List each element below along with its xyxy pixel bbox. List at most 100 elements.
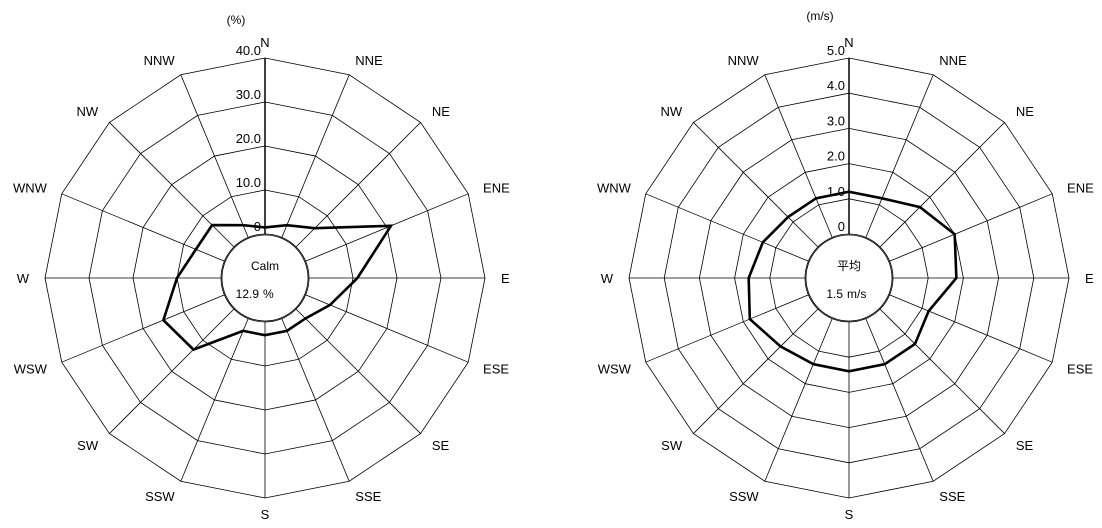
spoke-se [879,308,1005,434]
spoke-ese [305,294,469,363]
direction-label-wsw: WSW [598,361,632,376]
data-point-wnw [762,241,764,243]
direction-label-wsw: WSW [14,361,48,376]
spoke-sse [865,318,934,482]
direction-label-s: S [845,507,854,522]
direction-label-nw: NW [76,104,98,119]
data-point-nnw [815,197,817,199]
unit-label: (m/s) [806,9,833,23]
direction-label-sse: SSE [939,489,965,504]
spoke-ssw [764,318,833,482]
data-point-se [914,343,916,345]
spoke-nne [865,74,934,238]
spoke-sw [693,308,819,434]
direction-label-ese: ESE [483,361,509,376]
tick-label: 0 [838,219,845,234]
spoke-sw [109,308,235,434]
spoke-wnw [61,193,225,262]
tick-label: 4.0 [827,78,845,93]
center-unit: % [263,287,274,301]
spoke-ne [295,122,421,248]
spoke-ssw [180,318,249,482]
tick-label: 30.0 [236,87,261,102]
center-circle-top [221,234,309,322]
data-point-ese [329,304,331,306]
center-title: Calm [251,259,279,273]
direction-label-se: SE [432,438,450,453]
tick-label: 3.0 [827,113,845,128]
direction-label-sw: SW [77,438,99,453]
direction-label-sw: SW [661,438,683,453]
direction-label-ese: ESE [1067,361,1093,376]
direction-label-wnw: WNW [13,181,48,196]
direction-label-n: N [844,35,853,50]
direction-label-ene: ENE [1067,181,1094,196]
tick-label: 10.0 [236,175,261,190]
direction-label-nne: NNE [355,53,383,68]
data-point-wnw [195,248,197,250]
spoke-se [295,308,421,434]
data-point-s [264,334,266,336]
spoke-nnw [180,74,249,238]
tick-label: 1.0 [827,184,845,199]
spoke-ne [879,122,1005,248]
data-point-wsw [162,319,164,321]
center-title: 平均 [837,259,861,273]
direction-label-w: W [17,271,30,286]
data-point-nw [211,224,213,226]
direction-label-s: S [261,507,270,522]
direction-label-nne: NNE [939,53,967,68]
spoke-ene [889,193,1053,262]
spoke-wsw [61,294,225,363]
direction-label-w: W [601,271,614,286]
data-point-s [848,370,850,372]
direction-label-nw: NW [660,104,682,119]
direction-label-wnw: WNW [597,181,632,196]
data-point-ssw [812,363,814,365]
spoke-wsw [645,294,809,363]
data-point-n [848,191,850,193]
spoke-ene [305,193,469,262]
direction-label-ne: NE [432,104,450,119]
direction-label-ssw: SSW [145,489,175,504]
data-point-wsw [749,318,751,320]
data-point-ne [919,206,921,208]
tick-label: 40.0 [236,43,261,58]
direction-label-se: SE [1016,438,1034,453]
data-point-sw [780,345,782,347]
direction-label-e: E [1085,271,1094,286]
center-value: 12.9 [236,287,260,301]
data-point-e [955,277,957,279]
direction-label-nnw: NNW [728,53,760,68]
data-point-w [748,277,750,279]
data-point-ne [314,227,316,229]
unit-label: (%) [227,13,246,27]
spoke-nne [281,74,350,238]
wind-rose-1: 0 1.0 2.0 3.0 4.0 5.0N NNE NE ENE E ESE SE SSE S SSW SW… [597,9,1094,522]
direction-label-n: N [260,35,269,50]
data-point-ese [928,310,930,312]
data-point-se [304,317,306,319]
tick-label: 5.0 [827,43,845,58]
center-circle-top [805,234,893,322]
data-point-ene [954,233,956,235]
spoke-nnw [764,74,833,238]
data-point-sw [192,349,194,351]
direction-label-ssw: SSW [729,489,759,504]
tick-label: 2.0 [827,149,845,164]
spoke-nw [109,122,235,248]
data-point-w [176,277,178,279]
spoke-ese [889,294,1053,363]
direction-label-ne: NE [1016,104,1034,119]
direction-label-sse: SSE [355,489,381,504]
data-point-n [264,226,266,228]
data-point-sse [884,363,886,365]
data-point-ssw [242,330,244,332]
direction-label-e: E [501,271,510,286]
data-point-sse [286,330,288,332]
center-value: 1.5 [826,287,843,301]
spoke-sse [281,318,350,482]
wind-rose-0: 0 10.0 20.0 30.0 40.0N NNE NE ENE E ESE SE SSE S SSW S… [13,13,510,522]
